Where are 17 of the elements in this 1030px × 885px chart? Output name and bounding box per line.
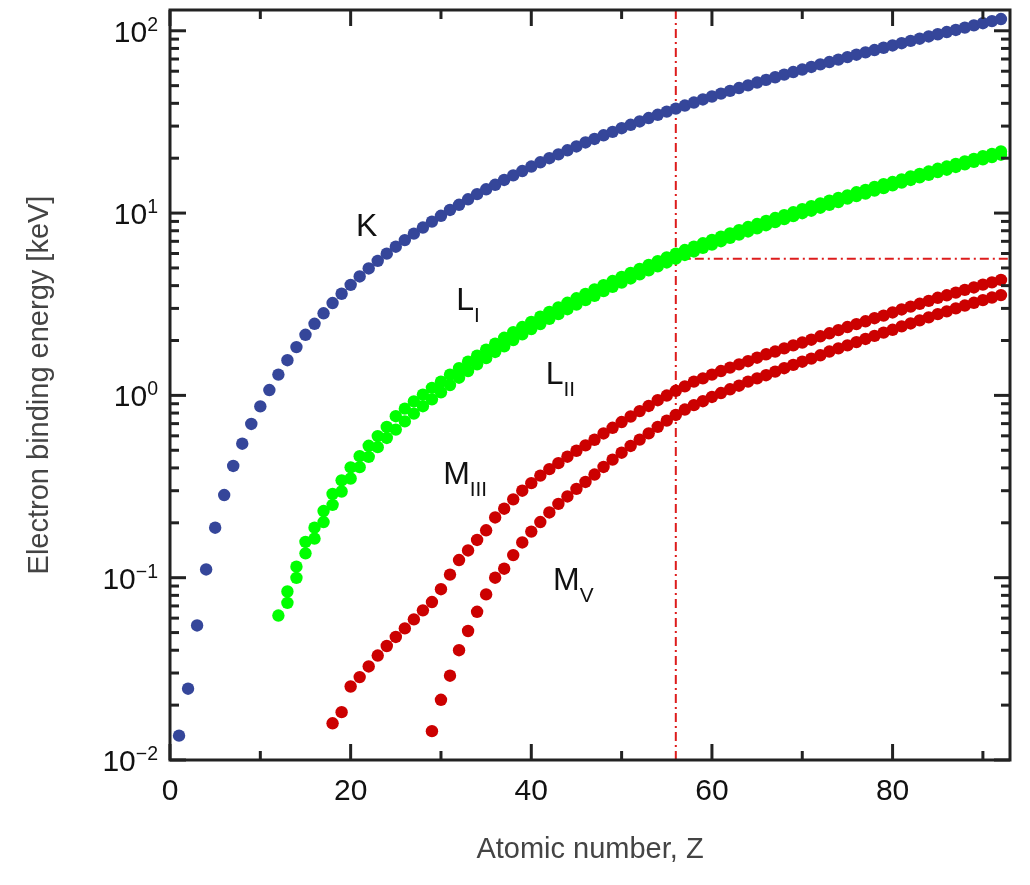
series-label: M$_{III}$ [443,455,488,500]
x-tick-label: 20 [333,773,368,806]
series-label: M$_{V}$ [553,560,594,606]
series-label: L$_{I}$ [456,280,480,326]
series-label: L$_{II}$ [545,355,576,400]
y-tick-label: 10$^{1}$ [113,195,158,231]
series-label: K [356,207,378,244]
x-axis-title: Atomic number, Z [476,832,704,864]
y-axis-title: Electron binding energy [keV] [22,195,54,575]
y-tick-label: 10$^{0}$ [113,377,159,413]
x-tick-label: 0 [161,773,179,806]
y-tick-label: 10$^{2}$ [113,12,158,48]
y-tick-label: 10$^{−2}$ [102,742,158,777]
x-tick-label: 40 [514,773,548,806]
x-tick-label: 60 [695,773,729,806]
x-tick-label: 80 [875,773,910,806]
y-tick-label: 10$^{−1}$ [102,559,158,595]
